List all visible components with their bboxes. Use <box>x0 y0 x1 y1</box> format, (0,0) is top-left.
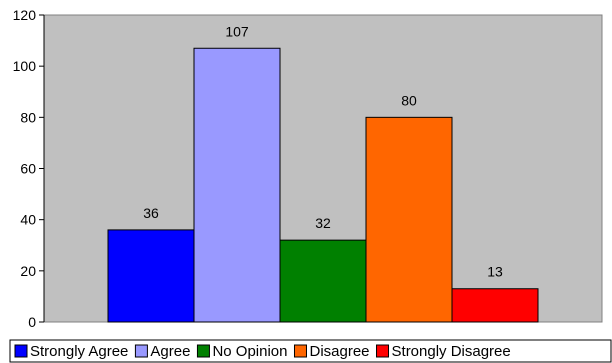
legend-swatch <box>293 344 307 358</box>
y-tick-label: 80 <box>20 109 36 125</box>
legend-swatch <box>196 344 210 358</box>
bar-value-label: 107 <box>225 23 249 39</box>
legend-label: Agree <box>150 343 190 360</box>
bars <box>107 47 539 323</box>
bar <box>451 288 539 323</box>
legend-swatch <box>134 344 148 358</box>
y-tick-label: 20 <box>20 263 36 279</box>
legend-box <box>9 339 612 363</box>
value-labels: 36 107 32 80 13 <box>143 23 503 279</box>
bar <box>279 239 367 323</box>
y-axis: 0 20 40 60 80 100 120 <box>13 7 45 330</box>
legend-swatch <box>14 344 28 358</box>
y-tick-label: 100 <box>13 58 37 74</box>
y-tick-label: 120 <box>13 7 37 23</box>
legend-label: Strongly Disagree <box>392 343 511 360</box>
bar-value-label: 32 <box>315 215 331 231</box>
legend-label: No Opinion <box>212 343 287 360</box>
bar-value-label: 13 <box>487 264 503 280</box>
bar-value-label: 80 <box>401 92 417 108</box>
legend: Strongly Agree Agree No Opinion Disagree Str… <box>9 339 612 363</box>
bar-value-label: 36 <box>143 205 159 221</box>
y-tick-label: 60 <box>20 161 36 177</box>
legend-label: Disagree <box>309 343 369 360</box>
y-tick-label: 40 <box>20 212 36 228</box>
y-tick-label: 0 <box>28 314 36 330</box>
bar <box>107 229 195 323</box>
bar <box>193 47 281 323</box>
legend-label: Strongly Agree <box>30 343 128 360</box>
legend-swatch <box>376 344 390 358</box>
bar <box>365 116 453 323</box>
